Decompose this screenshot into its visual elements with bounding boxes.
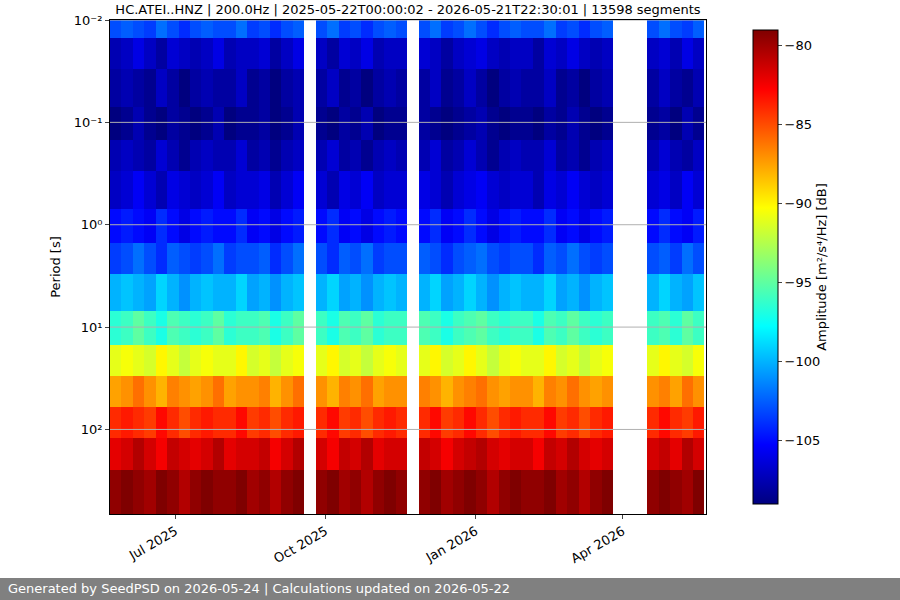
svg-text:−95: −95 [785,275,812,290]
svg-text:10⁻¹: 10⁻¹ [74,115,103,130]
svg-text:Apr 2026: Apr 2026 [568,523,627,566]
svg-text:10⁻²: 10⁻² [74,13,103,28]
svg-text:Jul 2025: Jul 2025 [126,523,180,563]
svg-text:10¹: 10¹ [81,320,103,335]
svg-text:−105: −105 [785,433,821,448]
svg-text:Jan 2026: Jan 2026 [423,523,481,565]
svg-text:−85: −85 [785,117,812,132]
svg-text:Oct 2025: Oct 2025 [271,523,330,566]
svg-text:10²: 10² [81,422,103,437]
svg-text:Period [s]: Period [s] [48,236,63,298]
svg-text:10⁰: 10⁰ [81,217,103,232]
svg-text:−80: −80 [785,38,812,53]
svg-text:Amplitude [m²/s⁴/Hz] [dB]: Amplitude [m²/s⁴/Hz] [dB] [814,183,829,351]
svg-text:HC.ATEI..HNZ | 200.0Hz | 2025-: HC.ATEI..HNZ | 200.0Hz | 2025-05-22T00:0… [115,2,700,17]
svg-text:−100: −100 [785,354,821,369]
html-text:Generated by SeedPSD on 2026-0: Generated by SeedPSD on 2026-05-24 | Cal… [8,581,510,596]
svg-text:−90: −90 [785,196,812,211]
